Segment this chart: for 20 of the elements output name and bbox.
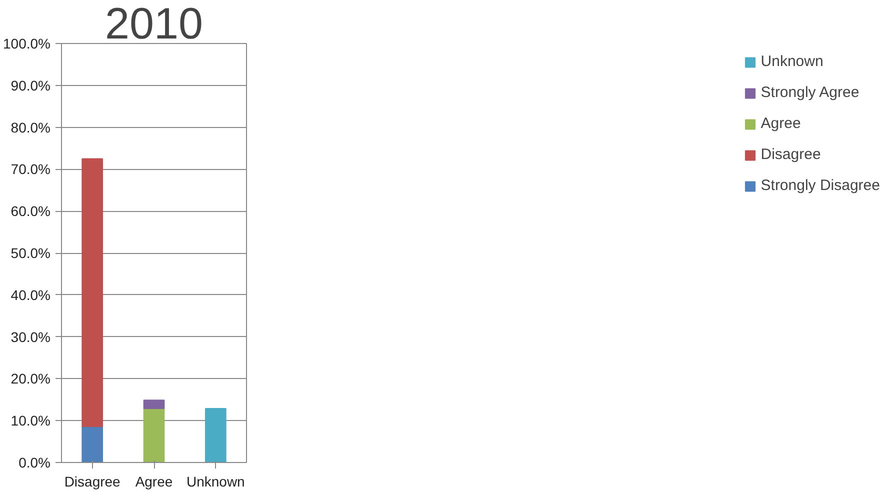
y-tick-label: 40.0% (10, 286, 51, 303)
y-tick-label: 30.0% (10, 328, 51, 345)
y-tick-label: 10.0% (10, 412, 51, 429)
legend-label: Unknown (760, 53, 824, 70)
y-tick-label: 70.0% (10, 161, 51, 178)
x-tick-label: Unknown (186, 474, 245, 490)
y-tick-label: 80.0% (10, 119, 51, 136)
y-tick-label: 100.0% (3, 36, 50, 52)
x-tick-label: Agree (135, 474, 173, 490)
chart-title: 2010 (105, 0, 203, 48)
y-tick-label: 60.0% (10, 203, 51, 220)
y-tick-label: 0.0% (18, 454, 51, 470)
y-tick-label: 20.0% (10, 370, 51, 387)
legend-label: Agree (760, 115, 801, 132)
y-tick-label: 50.0% (10, 245, 51, 261)
legend-label: Disagree (760, 146, 821, 163)
y-tick-label: 90.0% (10, 77, 51, 94)
legend-label: Strongly Disagree (760, 177, 880, 194)
legend-label: Strongly Agree (760, 84, 860, 101)
x-tick-label: Disagree (64, 474, 121, 490)
